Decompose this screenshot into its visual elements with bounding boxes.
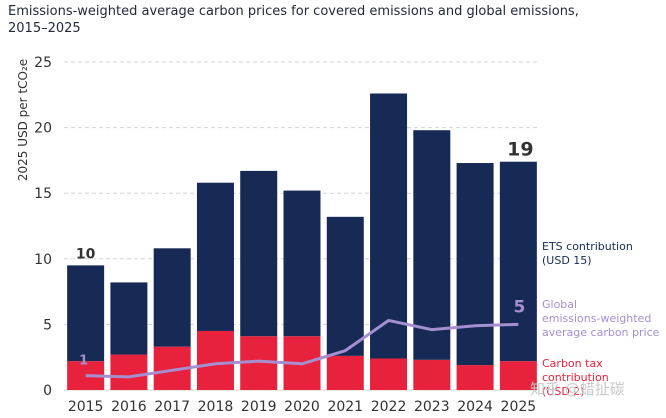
x-tick-label: 2021 bbox=[327, 399, 363, 415]
bar-ets-2022 bbox=[370, 93, 408, 359]
bar-ets-2017 bbox=[153, 248, 191, 347]
chart-title: Emissions-weighted average carbon prices… bbox=[8, 4, 579, 36]
x-tick-label: 2022 bbox=[371, 399, 407, 415]
watermark-text: 知乎 @蜡扯碳 bbox=[530, 380, 625, 398]
y-tick-label: 5 bbox=[43, 317, 52, 333]
x-tick-label: 2019 bbox=[241, 399, 277, 415]
bar-tax-2021 bbox=[326, 355, 364, 390]
line-label-start: 1 bbox=[79, 354, 88, 369]
y-tick-label: 25 bbox=[34, 55, 52, 71]
bar-ets-2016 bbox=[110, 282, 148, 355]
annotations: 10 19 1 5 bbox=[76, 139, 534, 369]
x-tick-label: 2015 bbox=[68, 399, 104, 415]
bar-ets-2023 bbox=[413, 130, 451, 360]
bar-tax-2022 bbox=[370, 358, 408, 390]
bar-ets-2025 bbox=[499, 161, 537, 362]
bar-label-start: 10 bbox=[76, 246, 96, 262]
bar-ets-2019 bbox=[240, 170, 278, 337]
x-tick-label: 2016 bbox=[111, 399, 147, 415]
bar-tax-2023 bbox=[413, 359, 451, 390]
y-axis-ticks: 0 5 10 15 20 25 bbox=[34, 55, 52, 399]
bar-label-end: 19 bbox=[507, 139, 533, 161]
legend-ets: ETS contribution (USD 15) bbox=[542, 240, 633, 267]
line-series bbox=[85, 318, 519, 379]
bar-ets-2021 bbox=[326, 216, 364, 356]
bar-ets-2018 bbox=[196, 182, 234, 331]
y-tick-label: 20 bbox=[34, 121, 52, 137]
bar-series bbox=[67, 93, 537, 390]
x-axis-ticks: 2015 2016 2017 2018 2019 2020 2021 2022 2023 2024… bbox=[68, 399, 536, 415]
x-tick-label: 2020 bbox=[284, 399, 320, 415]
line-label-end: 5 bbox=[513, 297, 525, 317]
x-tick-label: 2023 bbox=[414, 399, 450, 415]
y-tick-label: 15 bbox=[34, 186, 52, 202]
legend-tax: Carbon tax contribution (USD 2) bbox=[542, 357, 609, 398]
bar-tax-2018 bbox=[196, 330, 234, 390]
x-tick-label: 2025 bbox=[501, 399, 537, 415]
bar-ets-2015 bbox=[67, 265, 105, 362]
legend-global-price: Global emissions-weighted average carbon p… bbox=[542, 298, 660, 339]
y-axis-label: 2025 USD per tCO₂e bbox=[16, 59, 30, 181]
bar-tax-2024 bbox=[456, 365, 494, 390]
y-tick-label: 0 bbox=[43, 383, 52, 399]
y-tick-label: 10 bbox=[34, 252, 52, 268]
bar-ets-2020 bbox=[283, 190, 321, 337]
x-tick-label: 2024 bbox=[457, 399, 493, 415]
x-tick-label: 2018 bbox=[198, 399, 234, 415]
bar-tax-2025 bbox=[499, 361, 537, 390]
x-tick-label: 2017 bbox=[154, 399, 190, 415]
legend: ETS contribution (USD 15) Global emissions-… bbox=[542, 240, 660, 398]
bar-tax-2016 bbox=[110, 354, 148, 390]
bar-ets-2024 bbox=[456, 163, 494, 366]
